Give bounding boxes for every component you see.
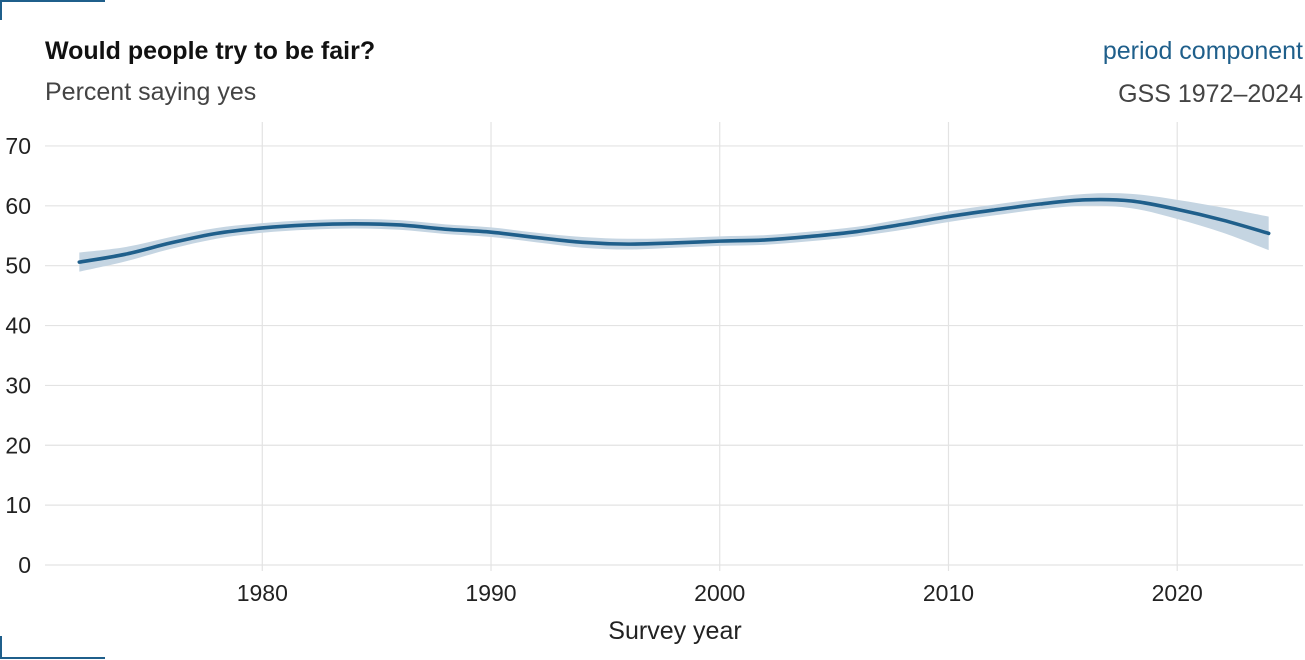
x-axis-title: Survey year: [608, 617, 741, 645]
gridlines: [45, 122, 1303, 571]
x-tick-label-2010: 2010: [923, 580, 974, 606]
chart-subtitle: Percent saying yes: [45, 78, 256, 106]
x-tick-label-2020: 2020: [1152, 580, 1203, 606]
y-tick-labels: 0 10 20 30 40 50 60 70: [5, 133, 31, 578]
trend-line-layer: [77, 197, 1271, 264]
trend-line: [77, 197, 1271, 264]
y-tick-label-70: 70: [5, 133, 31, 159]
x-tick-label-2000: 2000: [694, 580, 745, 606]
x-tick-label-1980: 1980: [237, 580, 288, 606]
source-label: GSS 1972–2024: [1118, 80, 1303, 108]
component-tag: period component: [1103, 37, 1303, 65]
y-tick-label-50: 50: [5, 253, 31, 279]
y-tick-label-30: 30: [5, 372, 31, 398]
corner-mark-top: [0, 0, 105, 20]
y-tick-label-0: 0: [18, 552, 31, 578]
y-tick-label-40: 40: [5, 313, 31, 339]
y-tick-label-10: 10: [5, 492, 31, 518]
corner-mark-bottom: [0, 636, 105, 659]
confidence-band-layer: [79, 193, 1269, 272]
y-tick-label-60: 60: [5, 193, 31, 219]
y-tick-label-20: 20: [5, 432, 31, 458]
x-tick-labels: 1980 1990 2000 2010 2020: [237, 580, 1203, 606]
confidence-band: [79, 193, 1269, 272]
chart-title: Would people try to be fair?: [45, 37, 375, 65]
x-tick-label-1990: 1990: [465, 580, 516, 606]
corner-marks: [0, 0, 105, 659]
